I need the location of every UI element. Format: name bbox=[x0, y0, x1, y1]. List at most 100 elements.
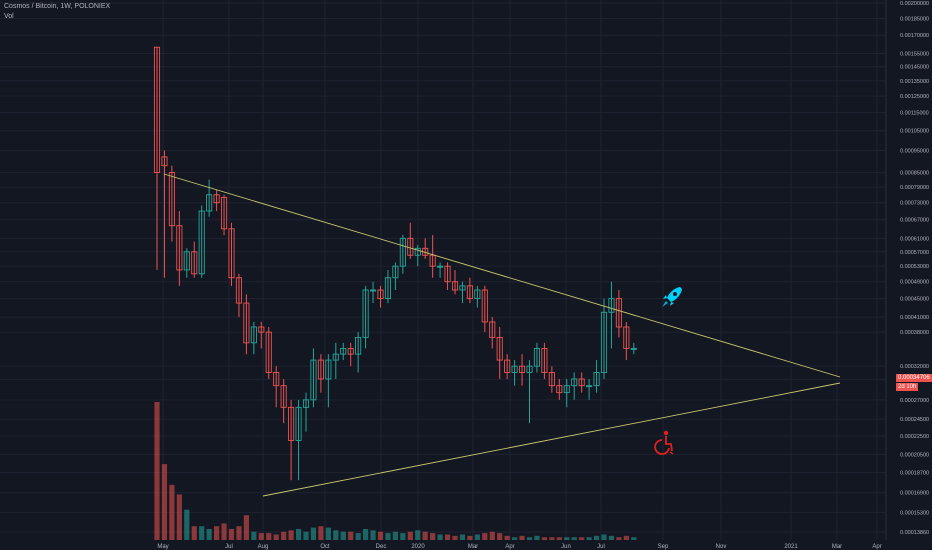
price-axis[interactable]: 0.00200000 0.00185000 0.00170000 0.00155000… bbox=[885, 0, 932, 550]
candle-body bbox=[481, 289, 488, 323]
candle-body bbox=[437, 265, 444, 268]
price-tick-label: 0.00125000 bbox=[900, 94, 929, 100]
candle-body bbox=[153, 46, 161, 174]
chart-legend: Cosmos / Bitcoin, 1W, POLONIEX Vol bbox=[4, 2, 110, 22]
volume-bar bbox=[586, 537, 592, 540]
volume-bar bbox=[631, 537, 637, 540]
candle-body bbox=[429, 254, 436, 267]
candle-body bbox=[317, 359, 324, 380]
time-tick-label: 2020 bbox=[411, 544, 425, 550]
candle-body bbox=[325, 359, 332, 380]
volume-bar bbox=[340, 531, 346, 540]
volume-bar bbox=[392, 531, 398, 540]
volume-bar bbox=[579, 537, 585, 540]
volume-bar bbox=[497, 533, 503, 540]
candle-body bbox=[243, 302, 250, 344]
price-tick-label: 0.00170000 bbox=[900, 33, 929, 39]
volume-bar bbox=[243, 515, 249, 540]
volume-bar bbox=[154, 402, 160, 540]
time-tick-label: Jun bbox=[561, 544, 571, 550]
time-tick-label: May bbox=[157, 544, 168, 550]
bar-countdown-badge: 2d 10h bbox=[896, 383, 919, 391]
candle-body bbox=[332, 353, 339, 361]
volume-bar bbox=[601, 534, 607, 540]
candle-body bbox=[347, 347, 354, 355]
candle-body bbox=[250, 326, 257, 344]
volume-bar bbox=[295, 528, 302, 540]
volume-bar bbox=[564, 537, 570, 540]
price-tick-label: 0.00016900 bbox=[900, 491, 929, 497]
volume-bar bbox=[303, 531, 309, 540]
volume-bar bbox=[482, 533, 488, 540]
price-tick-label: 0.00027000 bbox=[900, 398, 929, 404]
candle-body bbox=[548, 372, 555, 387]
volume-bar bbox=[519, 535, 525, 540]
candle-body bbox=[451, 281, 459, 291]
price-tick-label: 0.00115000 bbox=[900, 111, 929, 117]
volume-bar bbox=[377, 531, 384, 540]
price-tick-label: 0.00045000 bbox=[900, 297, 929, 303]
candle-body bbox=[191, 251, 198, 275]
rocket-icon bbox=[662, 287, 682, 307]
volume-bar bbox=[191, 526, 197, 540]
price-tick-label: 0.00185000 bbox=[900, 16, 929, 22]
volume-bar bbox=[355, 533, 361, 540]
price-tick-label: 0.00053000 bbox=[900, 264, 929, 270]
candle-body bbox=[228, 228, 235, 279]
price-tick-label: 0.00135000 bbox=[900, 79, 929, 85]
time-tick-label: Aug bbox=[258, 544, 269, 550]
candle-body bbox=[519, 365, 526, 373]
price-tick-label: 0.00022500 bbox=[900, 434, 929, 440]
candle-body bbox=[370, 289, 377, 292]
price-tick-label: 0.00024500 bbox=[900, 417, 929, 423]
price-tick-label: 0.00020500 bbox=[900, 452, 929, 458]
volume-bar bbox=[430, 533, 436, 540]
price-tick-label: 0.00200000 bbox=[900, 1, 929, 7]
price-tick-label: 0.00105000 bbox=[900, 129, 929, 135]
last-price-badge: 0.00034706 bbox=[896, 374, 932, 382]
candle-body bbox=[556, 385, 563, 394]
candle-body bbox=[444, 265, 451, 283]
candle-body bbox=[474, 289, 481, 300]
price-tick-label: 0.00073000 bbox=[900, 201, 929, 207]
time-axis[interactable]: May Jul Aug Oct Dec 2020 Mar Apr Jun Jul Sep Nov 202… bbox=[157, 544, 881, 550]
volume-bar bbox=[214, 526, 220, 540]
time-tick-label: Nov bbox=[716, 544, 727, 550]
volume-bar bbox=[281, 531, 287, 540]
volume-bar bbox=[504, 535, 510, 540]
candle-body bbox=[377, 289, 384, 300]
symbol-title[interactable]: Cosmos / Bitcoin, 1W, POLONIEX bbox=[4, 3, 111, 10]
volume-bar bbox=[512, 537, 518, 540]
volume-indicator-label[interactable]: Vol bbox=[4, 13, 14, 20]
candle-body bbox=[161, 156, 168, 167]
volume-bar bbox=[407, 531, 413, 540]
volume-bar bbox=[459, 534, 466, 540]
volume-bars bbox=[154, 402, 637, 540]
candle-body bbox=[392, 265, 399, 279]
volume-bar bbox=[526, 537, 533, 540]
volume-bar bbox=[251, 531, 257, 540]
time-tick-label: Jul bbox=[597, 544, 605, 550]
time-tick-label: Oct bbox=[320, 544, 330, 550]
candle-body bbox=[511, 365, 518, 373]
volume-bar bbox=[541, 537, 547, 540]
time-tick-label: Dec bbox=[376, 544, 387, 550]
volume-bar bbox=[310, 527, 317, 540]
volume-bar bbox=[236, 526, 242, 540]
volume-bar bbox=[325, 527, 331, 540]
candle-body bbox=[265, 331, 272, 373]
time-tick-label: Jul bbox=[225, 544, 233, 550]
volume-bar bbox=[437, 534, 443, 540]
candle-body bbox=[459, 285, 466, 291]
price-tick-label: 0.00095000 bbox=[900, 149, 929, 155]
price-tick-label: 0.00032000 bbox=[900, 364, 929, 370]
candle-body bbox=[355, 336, 362, 355]
candle-body bbox=[533, 347, 540, 367]
candle-body bbox=[466, 285, 473, 300]
volume-bar bbox=[333, 530, 339, 540]
price-tick-label: 0.00049000 bbox=[900, 280, 929, 286]
volume-bar bbox=[571, 537, 577, 540]
candle-body bbox=[541, 347, 548, 373]
